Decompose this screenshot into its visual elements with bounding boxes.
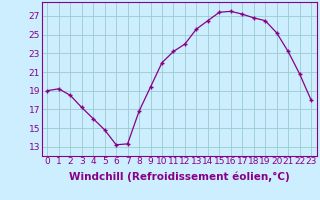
X-axis label: Windchill (Refroidissement éolien,°C): Windchill (Refroidissement éolien,°C) xyxy=(69,172,290,182)
